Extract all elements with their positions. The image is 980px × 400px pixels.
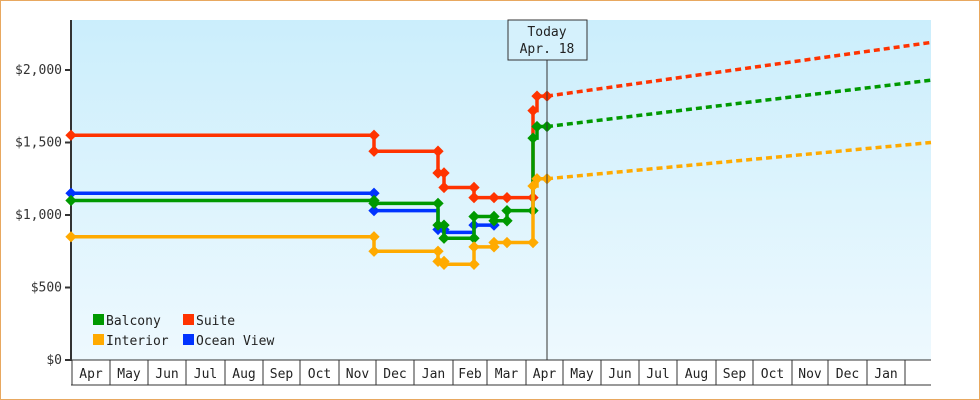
data-point[interactable] (468, 191, 480, 204)
y-tick-label: $1,500 (15, 136, 62, 151)
legend-item-ocean-view[interactable]: Ocean View (183, 334, 274, 349)
data-point[interactable] (368, 245, 380, 257)
plot-area (71, 20, 931, 360)
today-date: Apr. 18 (520, 42, 575, 57)
data-point[interactable] (368, 231, 380, 243)
month-label: Nov (798, 367, 822, 382)
legend-swatch (93, 314, 104, 325)
data-point[interactable] (432, 197, 444, 210)
legend-label: Ocean View (196, 334, 274, 349)
projection-line (546, 40, 932, 98)
y-tick-label: $0 (46, 353, 62, 368)
today-label: Today (527, 25, 566, 40)
month-label: Jul (194, 367, 217, 382)
data-point[interactable] (438, 232, 450, 244)
month-label: Dec (383, 367, 406, 382)
month-label: Sep (723, 367, 747, 382)
month-label: May (570, 367, 594, 382)
legend-label: Suite (196, 314, 235, 329)
data-point[interactable] (501, 191, 513, 204)
month-label: Mar (495, 367, 519, 382)
data-point[interactable] (432, 245, 444, 257)
month-label: May (117, 367, 141, 382)
legend-item-interior[interactable]: Interior (93, 334, 169, 349)
x-axis: Apr May Jun Jul Aug Sep Oct Nov Dec Jan Feb Mar Apr M… (71, 359, 931, 386)
data-point[interactable] (438, 181, 450, 194)
data-point[interactable] (468, 258, 480, 270)
data-point[interactable] (468, 232, 480, 244)
legend: Balcony Suite Interior Ocean View (93, 314, 274, 349)
projection-line (546, 140, 932, 181)
data-point[interactable] (531, 173, 543, 185)
month-label: Jan (422, 367, 445, 382)
legend-swatch (93, 334, 104, 345)
data-point[interactable] (368, 129, 380, 141)
today-label-box (507, 19, 588, 61)
data-point[interactable] (368, 145, 380, 157)
month-label: Jul (646, 367, 669, 382)
data-point[interactable] (501, 215, 513, 227)
data-point[interactable] (488, 191, 500, 204)
data-point[interactable] (468, 181, 480, 194)
month-label: Oct (308, 367, 331, 382)
data-point[interactable] (438, 219, 450, 231)
legend-label: Balcony (106, 314, 161, 329)
data-point[interactable] (527, 132, 539, 144)
data-point[interactable] (501, 236, 513, 249)
month-label: Dec (836, 367, 859, 382)
data-point[interactable] (368, 197, 380, 210)
month-label: Apr (79, 367, 103, 382)
legend-swatch (183, 334, 194, 345)
data-point[interactable] (438, 167, 450, 179)
data-point[interactable] (488, 215, 500, 227)
month-label: Apr (533, 367, 557, 382)
data-point[interactable] (438, 258, 450, 270)
series-balcony (65, 78, 932, 244)
month-label: Aug (685, 367, 708, 382)
legend-swatch (183, 314, 194, 325)
today-marker: Today Apr. 18 (507, 19, 588, 360)
y-tick-label: $1,000 (15, 208, 62, 223)
data-point[interactable] (468, 210, 480, 223)
data-point[interactable] (432, 219, 444, 231)
data-point[interactable] (368, 187, 380, 199)
month-label: Jun (155, 367, 178, 382)
data-point[interactable] (368, 204, 380, 217)
y-tick-label: $500 (31, 281, 62, 296)
month-label: Jan (874, 367, 897, 382)
legend-item-balcony[interactable]: Balcony (93, 314, 161, 329)
month-label: Oct (761, 367, 784, 382)
data-point[interactable] (432, 167, 444, 179)
legend-item-suite[interactable]: Suite (183, 314, 235, 329)
month-label: Feb (458, 367, 482, 382)
legend-label: Interior (106, 334, 169, 349)
month-label: Jun (608, 367, 631, 382)
data-point[interactable] (501, 204, 513, 217)
data-point[interactable] (432, 145, 444, 157)
y-axis: $0 $500 $1,000 $1,500 $2,000 (15, 20, 72, 368)
month-label: Nov (346, 367, 370, 382)
y-tick-label: $2,000 (15, 63, 62, 78)
month-label: Sep (270, 367, 294, 382)
month-label: Aug (232, 367, 255, 382)
data-point[interactable] (468, 241, 480, 253)
projection-line (546, 78, 932, 129)
data-point[interactable] (527, 236, 539, 249)
data-point[interactable] (488, 236, 500, 249)
